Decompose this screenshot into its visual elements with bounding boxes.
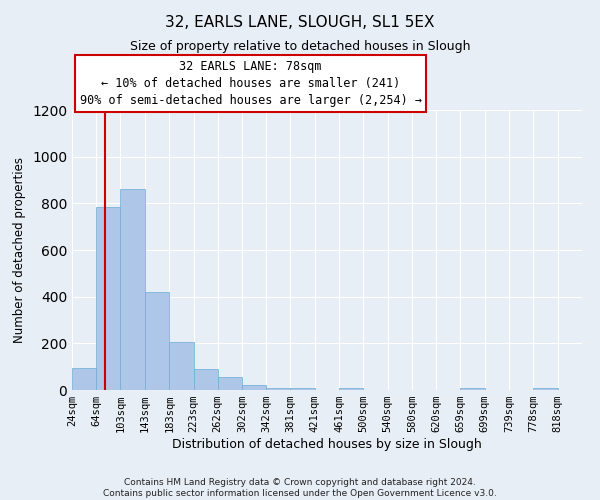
Text: 32 EARLS LANE: 78sqm
← 10% of detached houses are smaller (241)
90% of semi-deta: 32 EARLS LANE: 78sqm ← 10% of detached h… xyxy=(79,60,421,107)
Bar xyxy=(460,388,485,390)
Bar xyxy=(72,368,97,390)
Bar xyxy=(533,388,557,390)
Bar xyxy=(266,388,290,390)
Bar xyxy=(339,388,363,390)
Y-axis label: Number of detached properties: Number of detached properties xyxy=(13,157,26,343)
Bar xyxy=(169,342,194,390)
Bar xyxy=(290,388,315,390)
Text: Contains HM Land Registry data © Crown copyright and database right 2024.
Contai: Contains HM Land Registry data © Crown c… xyxy=(103,478,497,498)
Bar xyxy=(145,292,169,390)
Bar xyxy=(121,190,145,390)
Bar xyxy=(194,370,218,390)
X-axis label: Distribution of detached houses by size in Slough: Distribution of detached houses by size … xyxy=(172,438,482,451)
Bar xyxy=(218,377,242,390)
Text: Size of property relative to detached houses in Slough: Size of property relative to detached ho… xyxy=(130,40,470,53)
Text: 32, EARLS LANE, SLOUGH, SL1 5EX: 32, EARLS LANE, SLOUGH, SL1 5EX xyxy=(165,15,435,30)
Bar xyxy=(242,385,266,390)
Bar xyxy=(97,207,121,390)
